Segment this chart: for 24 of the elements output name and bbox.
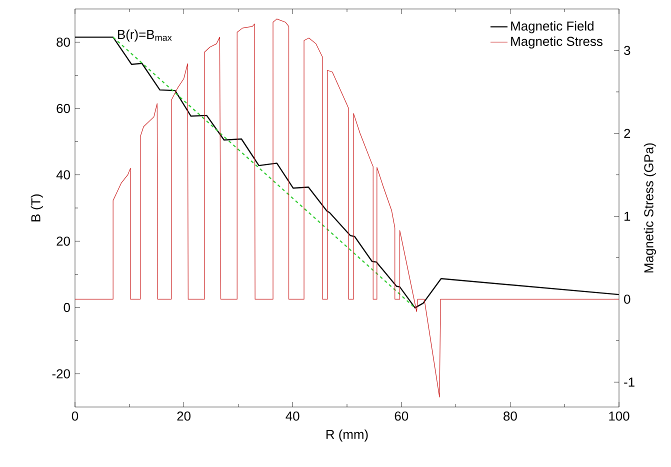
- y2-tick-label: 0: [624, 294, 630, 304]
- y-tick-label: 0: [64, 302, 70, 312]
- annotation: B(r)=B$_{max}$: [118, 30, 172, 42]
- y2-axis-title: Magnetic Stress (GPa): [644, 143, 656, 272]
- y2-tick-label: 1: [624, 212, 630, 221]
- x-tick-label: 60: [394, 412, 408, 421]
- x-axis-title: R (mm): [326, 430, 368, 442]
- line-series: [75, 18, 620, 398]
- y2-tick-label: 3: [624, 46, 630, 56]
- y2-tick-label: 2: [624, 128, 630, 138]
- x-tick-label: 100: [609, 412, 630, 421]
- y2-tick-label: -1: [624, 378, 634, 387]
- x-tick-label: 80: [504, 412, 517, 421]
- x-tick-label: 0: [72, 412, 78, 421]
- x-tick-label: 20: [177, 412, 190, 421]
- legend-label: Magnetic Stress: [511, 36, 602, 49]
- y-tick-label: 20: [56, 236, 70, 246]
- y-tick-label: 60: [56, 104, 70, 114]
- y-tick-label: 80: [56, 38, 70, 47]
- y-tick-label: 40: [56, 170, 70, 180]
- legend-label: Magnetic Field: [511, 21, 594, 34]
- y-axis-title: B (T): [30, 194, 43, 222]
- x-tick-label: 40: [286, 412, 300, 421]
- y-tick-label: -20: [52, 369, 70, 378]
